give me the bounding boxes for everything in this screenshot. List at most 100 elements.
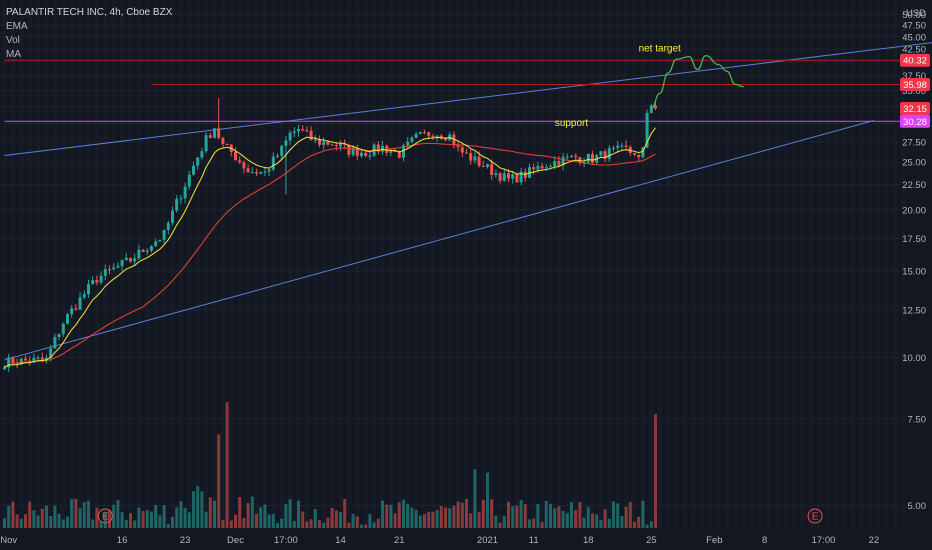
volume-bar <box>641 500 645 528</box>
bg-stripe <box>27 0 32 530</box>
bg-stripe <box>313 0 318 530</box>
volume-bar <box>318 520 321 528</box>
time-tick-label: 22 <box>869 535 880 546</box>
bg-stripe <box>708 0 713 530</box>
candle-body <box>276 155 279 157</box>
bg-stripe <box>531 0 536 530</box>
volume-bar <box>343 498 347 528</box>
candle-body <box>225 144 229 146</box>
chart-legend: PALANTIR TECH INC, 4h, Cboe BZX EMA Vol … <box>6 6 172 62</box>
horizontal-levels[interactable] <box>4 59 901 122</box>
volume-bar <box>570 502 573 528</box>
candle-body <box>313 139 317 141</box>
candle-body <box>330 144 334 146</box>
volume-bar <box>423 514 426 528</box>
bg-stripe <box>321 0 326 530</box>
volume-bar <box>255 513 258 528</box>
candle-body <box>612 147 615 149</box>
volume-bar <box>15 514 19 528</box>
bg-stripe <box>2 0 7 530</box>
candle-body <box>280 145 284 156</box>
candle-body <box>179 198 183 200</box>
volume-bar <box>364 524 368 528</box>
indicator-ema-label[interactable]: EMA <box>6 21 28 32</box>
volume-bar <box>49 516 53 528</box>
candle-body <box>28 360 32 363</box>
bg-stripe <box>590 0 595 530</box>
bg-stripe <box>540 0 545 530</box>
volume-bar <box>192 491 195 528</box>
bg-stripe <box>304 0 309 530</box>
candle-body <box>66 314 69 324</box>
volume-bar <box>330 507 334 528</box>
candle-body <box>53 336 57 349</box>
volume-bar <box>406 503 410 528</box>
volume-bar <box>74 498 78 528</box>
bg-stripe <box>632 0 637 530</box>
price-label-text: 30.28 <box>903 117 927 128</box>
bg-stripe <box>204 0 209 530</box>
volume-bar <box>154 505 158 528</box>
volume-bar <box>225 401 229 528</box>
volume-bar <box>280 518 284 528</box>
bg-stripe <box>178 0 183 530</box>
candle-body <box>469 153 473 161</box>
volume-bar <box>448 508 452 528</box>
candle-body <box>171 210 174 223</box>
volume-bar <box>393 513 397 528</box>
time-tick-label: 21 <box>394 535 405 546</box>
projection-path[interactable] <box>651 54 744 109</box>
volume-bar <box>326 517 330 528</box>
volume-bar <box>7 505 11 528</box>
candle-body <box>301 128 305 131</box>
volume-bar <box>334 510 338 528</box>
candle-body <box>7 357 11 368</box>
symbol-title[interactable]: PALANTIR TECH INC, 4h, Cboe BZX <box>6 7 173 18</box>
candle-body <box>150 245 153 251</box>
volume-bar <box>494 515 498 528</box>
volume-bar <box>628 501 632 528</box>
candle-body <box>481 165 485 167</box>
bg-stripe <box>876 0 881 530</box>
candle-body <box>3 367 6 370</box>
candle-body <box>553 161 557 167</box>
candle-body <box>364 152 368 156</box>
volume-bar <box>229 520 233 528</box>
earnings-marker-label: E <box>102 512 109 523</box>
chart-annotations[interactable]: net target support <box>555 44 681 130</box>
bg-stripe <box>842 0 847 530</box>
candle-body <box>578 157 582 163</box>
volume-bar <box>120 512 124 528</box>
volume-bar <box>649 521 653 528</box>
bg-stripe <box>657 0 662 530</box>
candle-body <box>494 173 498 175</box>
price-axis[interactable]: 5.00 7.50 10.00 12.50 15.00 17.50 20.00 22.50 25… <box>900 8 930 512</box>
volume-bar <box>372 522 376 528</box>
volume-bar <box>603 509 607 528</box>
candle-body <box>116 265 120 268</box>
time-axis[interactable]: Nov 16 23 Dec 17:00 14 21 2021 11 18 25 Feb 8 17:00 22 <box>0 535 879 546</box>
price-tick-label: 20.00 <box>902 205 926 216</box>
volume-bar <box>477 512 481 528</box>
volume-bar <box>103 511 107 528</box>
trend-channel[interactable] <box>4 42 932 361</box>
price-tick-label: 15.00 <box>902 267 926 278</box>
bg-stripe <box>573 0 578 530</box>
bg-stripe <box>800 0 805 530</box>
candle-body <box>322 141 326 145</box>
time-tick-label: 25 <box>646 535 657 546</box>
candle-body <box>70 308 74 315</box>
volume-bar <box>141 511 145 528</box>
volume-bar <box>99 521 103 528</box>
grid-lines <box>0 13 900 507</box>
volume-bar <box>129 513 132 528</box>
volume-bar <box>645 524 649 528</box>
volume-bar <box>204 511 208 528</box>
indicator-vol-label[interactable]: Vol <box>6 35 20 46</box>
candle-body <box>200 151 204 158</box>
indicator-ma-label[interactable]: MA <box>6 49 21 60</box>
volume-bar <box>586 506 590 528</box>
volume-bar <box>45 505 48 528</box>
